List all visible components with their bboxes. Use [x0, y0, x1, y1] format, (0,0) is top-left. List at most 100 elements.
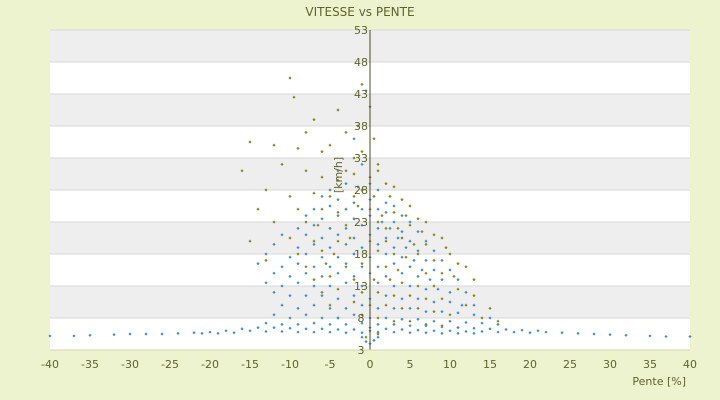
- data-point: [312, 278, 316, 282]
- data-point: [352, 294, 356, 298]
- data-point: [344, 331, 348, 335]
- data-point: [356, 185, 360, 189]
- data-point: [416, 230, 420, 234]
- data-point: [272, 271, 276, 275]
- data-point: [392, 306, 396, 310]
- data-point: [360, 162, 364, 166]
- data-point: [304, 313, 308, 317]
- data-point: [576, 331, 580, 335]
- data-point: [416, 274, 420, 278]
- data-point: [384, 236, 388, 240]
- data-point: [400, 317, 404, 321]
- data-point: [424, 271, 428, 275]
- data-point: [320, 249, 324, 253]
- data-point: [360, 82, 364, 86]
- data-point: [388, 226, 392, 230]
- data-point: [440, 271, 444, 275]
- data-point: [400, 236, 404, 240]
- data-point: [312, 223, 316, 227]
- data-point: [432, 329, 436, 333]
- data-point: [328, 284, 332, 288]
- data-point: [364, 89, 368, 93]
- data-point: [312, 330, 316, 334]
- data-point: [272, 313, 276, 317]
- data-point: [344, 322, 348, 326]
- x-tick-labels: -40 -35 -30 -25 -20 -15 -10 -5 0 5 10 15 20 25 30 35 40: [41, 358, 697, 371]
- data-point: [520, 328, 524, 332]
- data-point: [624, 333, 628, 337]
- data-point: [360, 262, 364, 266]
- data-point: [320, 150, 324, 154]
- data-point: [408, 324, 412, 328]
- data-point: [384, 210, 388, 214]
- data-point: [232, 331, 236, 335]
- data-point: [356, 204, 360, 208]
- data-point: [464, 265, 468, 269]
- y-tick-label: 48: [354, 56, 368, 69]
- data-point: [416, 297, 420, 301]
- data-point: [488, 327, 492, 331]
- data-point: [408, 319, 412, 323]
- data-point: [280, 322, 284, 326]
- data-point: [440, 236, 444, 240]
- data-point: [528, 331, 532, 335]
- data-point: [296, 330, 300, 334]
- data-point: [344, 207, 348, 211]
- data-point: [384, 327, 388, 331]
- data-point: [432, 310, 436, 314]
- data-point: [296, 252, 300, 256]
- data-point: [336, 108, 340, 112]
- x-tick-label: -15: [241, 358, 259, 371]
- data-point: [376, 162, 380, 166]
- x-tick-label: 10: [443, 358, 457, 371]
- data-point: [208, 330, 212, 334]
- data-point: [304, 214, 308, 218]
- data-point: [400, 214, 404, 218]
- data-point: [288, 294, 292, 298]
- data-point: [352, 217, 356, 221]
- data-point: [360, 207, 364, 211]
- data-point: [336, 327, 340, 332]
- data-point: [376, 169, 380, 173]
- data-point: [408, 239, 412, 243]
- data-point: [424, 242, 428, 246]
- data-point: [328, 246, 332, 250]
- data-point: [360, 246, 364, 250]
- data-point: [400, 306, 404, 310]
- x-tick-label: -10: [281, 358, 299, 371]
- data-point: [336, 287, 340, 291]
- data-point: [456, 287, 460, 291]
- data-point: [544, 330, 548, 334]
- data-point: [608, 333, 612, 337]
- data-point: [320, 255, 324, 259]
- data-point: [248, 140, 252, 144]
- data-point: [344, 226, 348, 230]
- data-point: [424, 310, 428, 314]
- data-point: [416, 284, 420, 288]
- data-point: [448, 268, 452, 272]
- data-point: [344, 182, 348, 186]
- data-point: [400, 255, 404, 259]
- data-point: [336, 297, 340, 301]
- data-point: [364, 335, 368, 339]
- data-point: [404, 255, 408, 259]
- data-point: [448, 300, 452, 304]
- data-point: [412, 258, 416, 262]
- data-point: [264, 281, 268, 285]
- data-point: [440, 310, 444, 314]
- data-point: [440, 331, 444, 335]
- data-point: [488, 316, 492, 320]
- data-point: [440, 325, 444, 329]
- data-point: [504, 327, 508, 332]
- data-point: [328, 226, 332, 230]
- data-point: [328, 188, 332, 192]
- y-axis-label: [km/h]: [332, 157, 345, 193]
- data-point: [384, 316, 388, 320]
- data-point: [344, 223, 348, 227]
- data-point: [412, 242, 416, 246]
- data-point: [424, 258, 428, 262]
- data-point: [384, 226, 388, 230]
- data-point: [420, 268, 424, 272]
- y-tick-label: 38: [354, 120, 368, 133]
